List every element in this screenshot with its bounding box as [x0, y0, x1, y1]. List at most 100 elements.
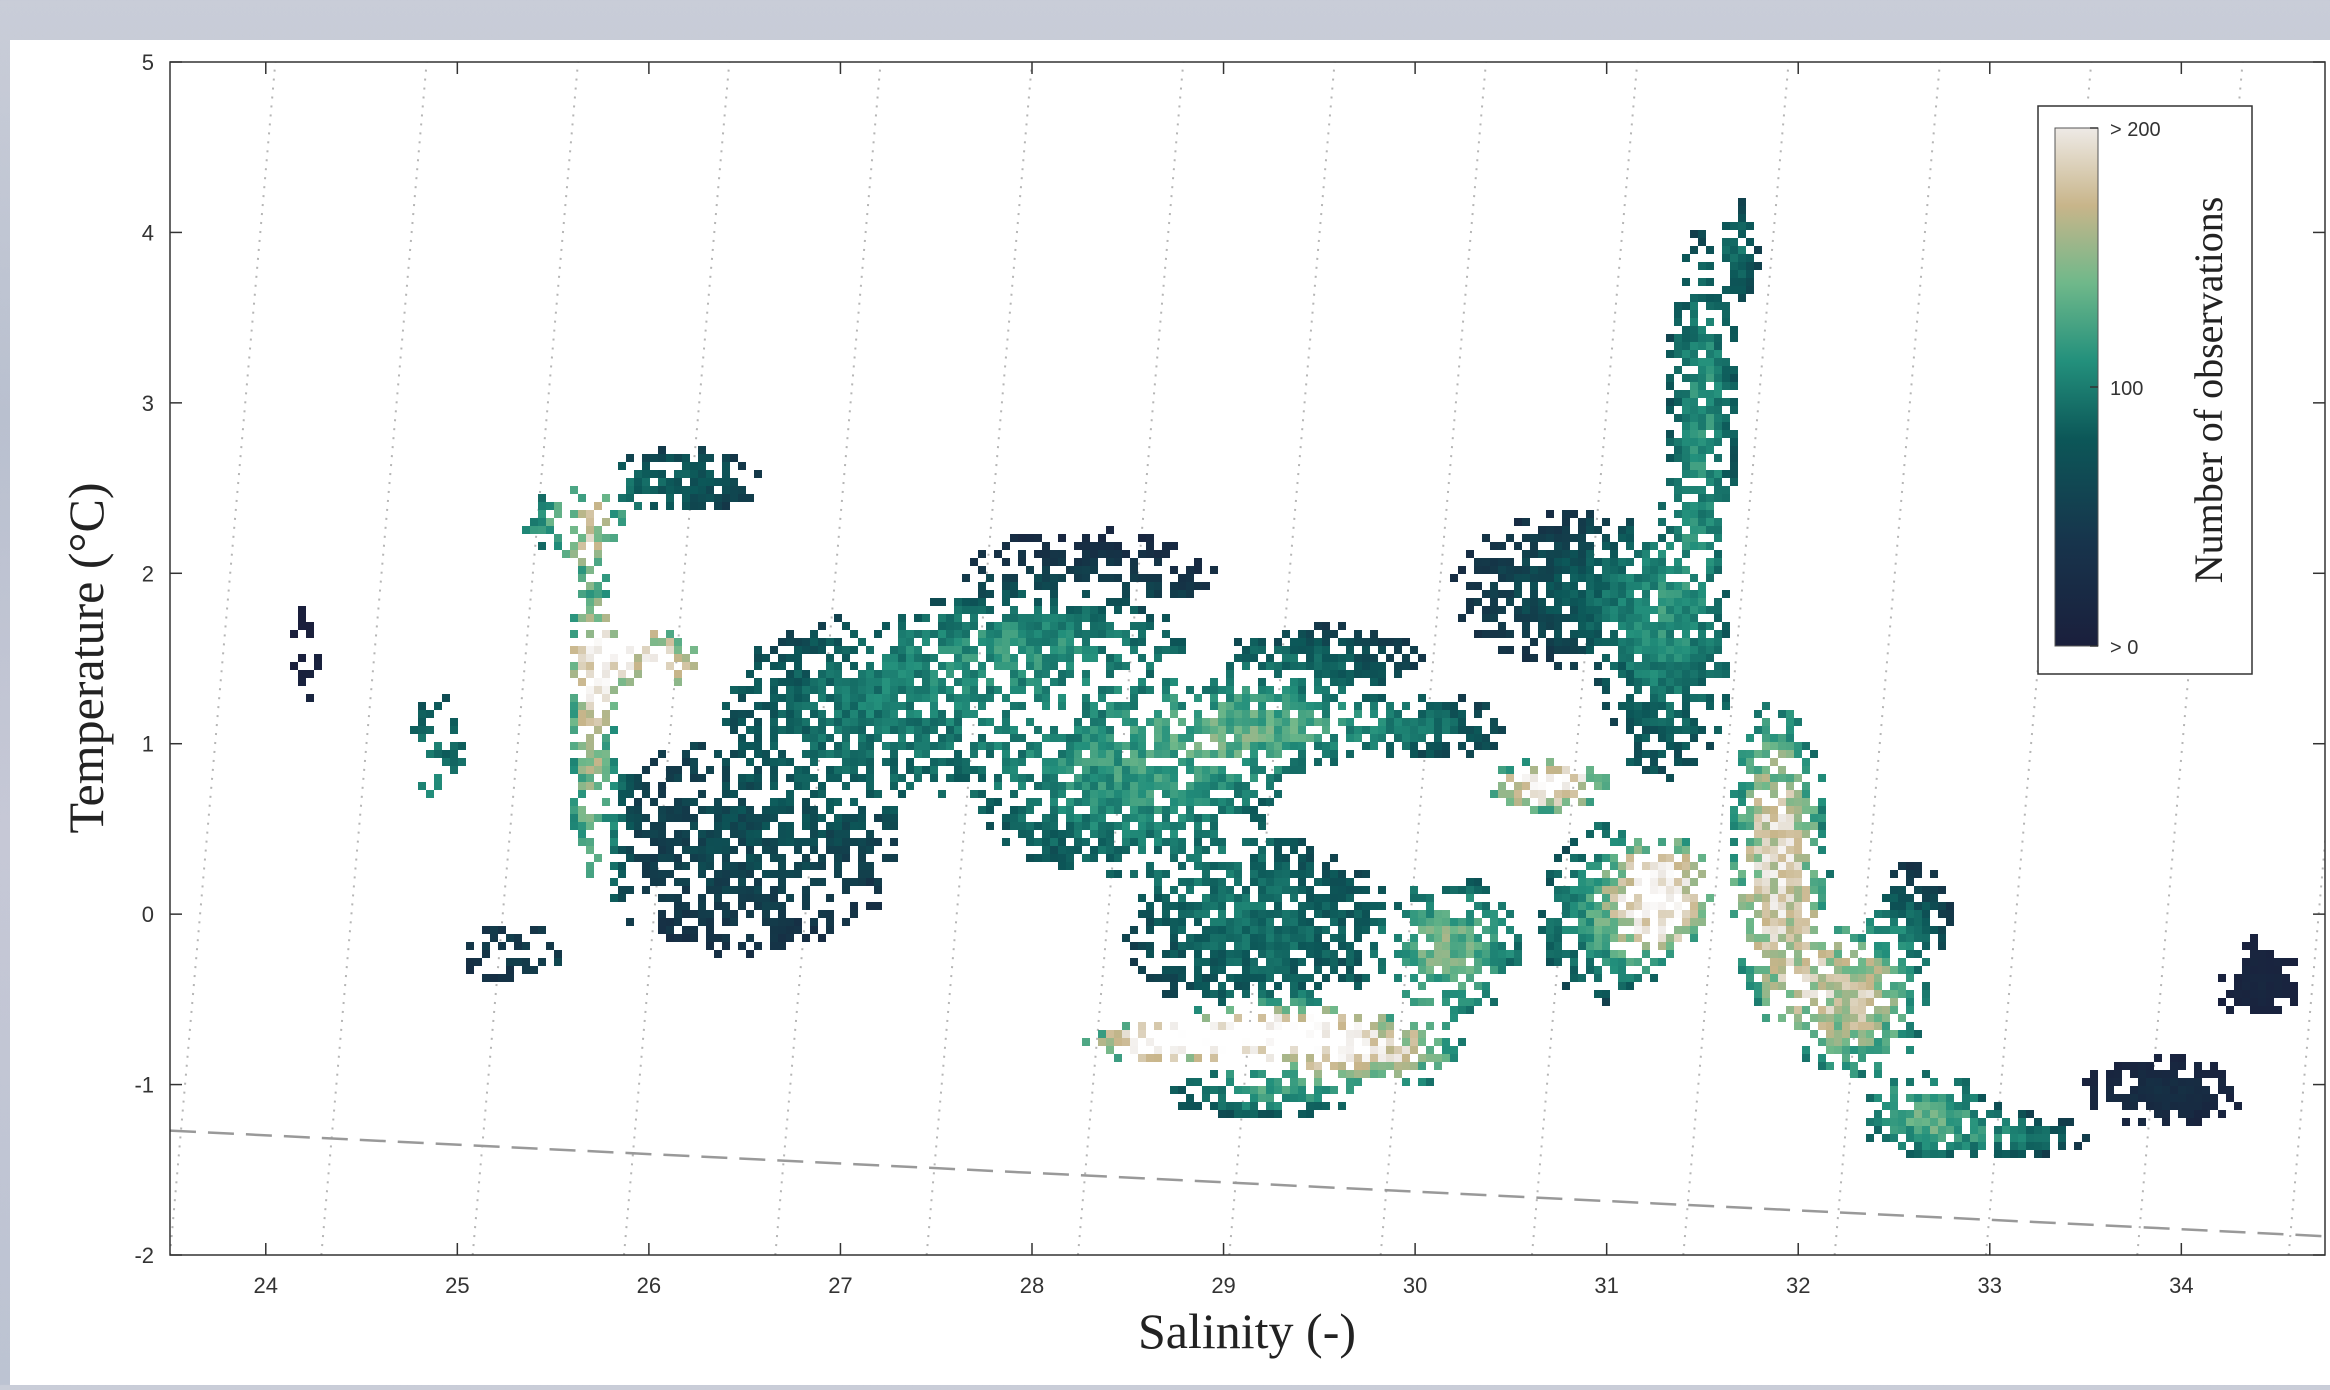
- heatmap-cell: [1578, 926, 1586, 934]
- heatmap-cell: [1754, 814, 1762, 822]
- heatmap-cell: [738, 798, 746, 806]
- heatmap-cell: [1794, 870, 1802, 878]
- heatmap-cell: [1202, 902, 1210, 910]
- heatmap-cell: [1634, 846, 1642, 854]
- heatmap-cell: [1674, 390, 1682, 398]
- colorbar-label: Number of observations: [2186, 197, 2231, 584]
- heatmap-cell: [1690, 510, 1698, 518]
- heatmap-cell: [1162, 1038, 1170, 1046]
- heatmap-cell: [522, 526, 530, 534]
- heatmap-cell: [1218, 1046, 1226, 1054]
- heatmap-cell: [1234, 734, 1242, 742]
- heatmap-cell: [1394, 950, 1402, 958]
- heatmap-cell: [1674, 926, 1682, 934]
- heatmap-cell: [1314, 958, 1322, 966]
- heatmap-cell: [978, 742, 986, 750]
- heatmap-cell: [1034, 598, 1042, 606]
- heatmap-cell: [530, 526, 538, 534]
- heatmap-cell: [1578, 798, 1586, 806]
- heatmap-cell: [1314, 734, 1322, 742]
- heatmap-cell: [1338, 718, 1346, 726]
- heatmap-cell: [770, 782, 778, 790]
- heatmap-cell: [570, 694, 578, 702]
- heatmap-cell: [1090, 822, 1098, 830]
- heatmap-cell: [1210, 1022, 1218, 1030]
- heatmap-cell: [1698, 510, 1706, 518]
- heatmap-cell: [1330, 694, 1338, 702]
- heatmap-cell: [1434, 702, 1442, 710]
- heatmap-cell: [738, 838, 746, 846]
- heatmap-cell: [1170, 774, 1178, 782]
- heatmap-cell: [1730, 278, 1738, 286]
- heatmap-cell: [882, 758, 890, 766]
- heatmap-cell: [1226, 1078, 1234, 1086]
- heatmap-cell: [1826, 1038, 1834, 1046]
- heatmap-cell: [1802, 1006, 1810, 1014]
- heatmap-cell: [1690, 350, 1698, 358]
- heatmap-cell: [1266, 726, 1274, 734]
- heatmap-cell: [1354, 982, 1362, 990]
- heatmap-cell: [1426, 702, 1434, 710]
- heatmap-cell: [2106, 1078, 2114, 1086]
- heatmap-cell: [1666, 942, 1674, 950]
- heatmap-cell: [2226, 1086, 2234, 1094]
- heatmap-cell: [810, 774, 818, 782]
- heatmap-cell: [842, 846, 850, 854]
- heatmap-cell: [1618, 606, 1626, 614]
- heatmap-cell: [922, 630, 930, 638]
- heatmap-cell: [1578, 942, 1586, 950]
- heatmap-cell: [1322, 638, 1330, 646]
- heatmap-cell: [1306, 942, 1314, 950]
- heatmap-cell: [1426, 910, 1434, 918]
- heatmap-cell: [682, 798, 690, 806]
- heatmap-cell: [1538, 926, 1546, 934]
- heatmap-cell: [1298, 870, 1306, 878]
- heatmap-cell: [1130, 726, 1138, 734]
- heatmap-cell: [682, 838, 690, 846]
- heatmap-cell: [1642, 646, 1650, 654]
- heatmap-cell: [1354, 974, 1362, 982]
- heatmap-cell: [1794, 790, 1802, 798]
- heatmap-cell: [442, 694, 450, 702]
- heatmap-cell: [1146, 582, 1154, 590]
- heatmap-cell: [1074, 734, 1082, 742]
- heatmap-cell: [1234, 710, 1242, 718]
- heatmap-cell: [1282, 726, 1290, 734]
- heatmap-cell: [1730, 382, 1738, 390]
- heatmap-cell: [1858, 966, 1866, 974]
- heatmap-cell: [1090, 854, 1098, 862]
- heatmap-cell: [834, 814, 842, 822]
- heatmap-cell: [1234, 902, 1242, 910]
- heatmap-cell: [578, 702, 586, 710]
- heatmap-cell: [674, 774, 682, 782]
- heatmap-cell: [1362, 1062, 1370, 1070]
- heatmap-cell: [1698, 582, 1706, 590]
- heatmap-cell: [1194, 934, 1202, 942]
- heatmap-cell: [1898, 926, 1906, 934]
- heatmap-cell: [858, 686, 866, 694]
- heatmap-cell: [1994, 1126, 2002, 1134]
- heatmap-cell: [1178, 734, 1186, 742]
- heatmap-cell: [1554, 558, 1562, 566]
- heatmap-cell: [1354, 902, 1362, 910]
- heatmap-cell: [1930, 1102, 1938, 1110]
- heatmap-cell: [898, 774, 906, 782]
- heatmap-cell: [810, 878, 818, 886]
- heatmap-cell: [1338, 870, 1346, 878]
- heatmap-cell: [1626, 598, 1634, 606]
- heatmap-cell: [1250, 942, 1258, 950]
- heatmap-cell: [1258, 934, 1266, 942]
- heatmap-cell: [786, 694, 794, 702]
- heatmap-cell: [994, 550, 1002, 558]
- heatmap-cell: [874, 670, 882, 678]
- heatmap-cell: [1602, 614, 1610, 622]
- heatmap-cell: [1946, 1094, 1954, 1102]
- heatmap-cell: [898, 790, 906, 798]
- heatmap-cell: [1154, 1054, 1162, 1062]
- heatmap-cell: [1266, 654, 1274, 662]
- heatmap-cell: [1378, 1022, 1386, 1030]
- heatmap-cell: [1346, 894, 1354, 902]
- heatmap-cell: [1826, 1022, 1834, 1030]
- heatmap-cell: [1618, 582, 1626, 590]
- heatmap-cell: [954, 694, 962, 702]
